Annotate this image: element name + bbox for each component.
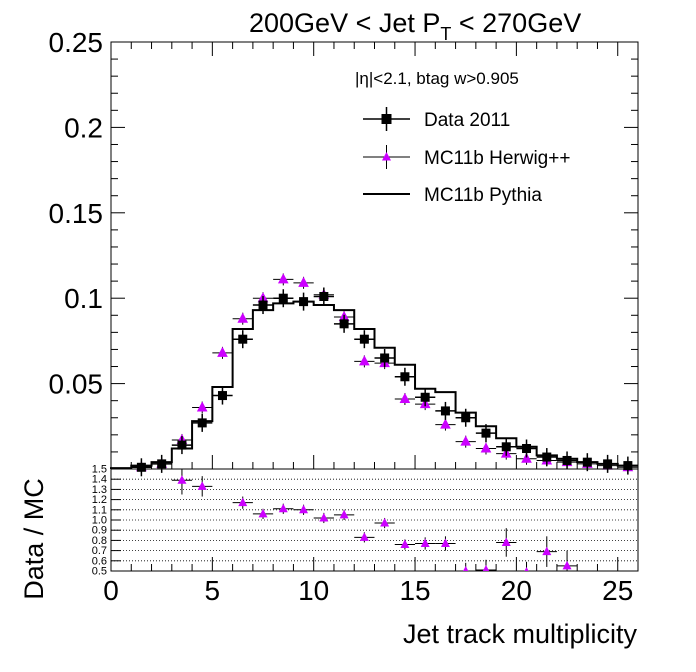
main-plot-frame: [110, 41, 639, 470]
herwig-point: [359, 355, 370, 366]
legend-label-pythia: MC11b Pythia: [424, 185, 542, 206]
ratio-point: [400, 539, 410, 548]
ratio-point: [420, 538, 430, 547]
ratio-y-tick-label: 1.2: [92, 494, 107, 506]
ratio-point: [258, 508, 268, 518]
selection-annotation: |η|<2.1, btag w>0.905: [355, 69, 519, 88]
chart-title-main: 200GeV < Jet P: [249, 8, 440, 38]
ratio-y-tick-label: 1.4: [92, 474, 107, 486]
chart-title-tail: < 270GeV: [451, 8, 581, 38]
herwig-point: [440, 418, 451, 429]
data-point: [461, 413, 471, 423]
x-tick-label: 0: [103, 575, 119, 606]
legend-label-data: Data 2011: [424, 110, 510, 131]
data-point: [400, 372, 410, 382]
legend-data-marker: [381, 114, 392, 124]
herwig-point: [217, 346, 228, 357]
chart-title-subscript: T: [440, 24, 451, 44]
ratio-y-tick-label: 0.5: [92, 566, 107, 578]
x-tick-label: 10: [298, 575, 329, 606]
ratio-y-tick-label: 0.9: [92, 525, 107, 537]
ratio-y-tick-label: 1.3: [92, 484, 107, 496]
data-point: [136, 462, 146, 472]
ratio-point: [197, 481, 207, 490]
data-point: [157, 459, 167, 469]
data-point: [299, 297, 309, 307]
data-point: [238, 334, 248, 344]
herwig-point: [399, 392, 411, 403]
data-point: [522, 444, 532, 454]
herwig-point: [521, 452, 532, 463]
main-plot-panel: 0.05 0.1 0.15 0.2 0.25: [49, 27, 639, 477]
x-tick-label: 20: [501, 575, 532, 606]
x-tick-label: 15: [399, 575, 430, 606]
data-point: [481, 428, 491, 438]
herwig-point: [460, 435, 472, 446]
data-point: [359, 334, 369, 344]
data-point: [380, 353, 390, 363]
main-y-tick-label: 0.15: [49, 198, 104, 229]
ratio-point: [463, 566, 469, 571]
data-point: [562, 455, 572, 465]
ratio-point: [177, 475, 187, 484]
data-point: [319, 291, 329, 301]
ratio-y-tick-label: 1.1: [92, 504, 107, 516]
legend-herwig-marker: [382, 152, 391, 161]
ratio-point: [562, 560, 572, 570]
data-point: [603, 459, 613, 469]
legend: Data 2011 MC11b Herwig++ MC11b Pythia: [363, 107, 570, 206]
ratio-point: [278, 503, 288, 513]
chart-title: 200GeV < Jet PT < 270GeV: [249, 8, 581, 44]
herwig-point: [277, 273, 289, 284]
x-tick-label: 5: [205, 575, 221, 606]
ratio-point: [542, 546, 552, 556]
ratio-point: [359, 532, 369, 541]
main-y-tick-label: 0.1: [64, 283, 103, 314]
legend-label-herwig: MC11b Herwig++: [424, 148, 570, 169]
data-point: [197, 418, 207, 428]
data-point: [501, 442, 511, 452]
ratio-points: [171, 469, 578, 571]
ratio-y-tick-label: 1.5: [92, 464, 107, 476]
data-point: [177, 440, 187, 450]
ratio-y-tick-label: 1.0: [92, 515, 107, 527]
ratio-point: [319, 512, 329, 522]
data-point: [420, 392, 430, 402]
ratio-plot-panel: 0.50.60.70.80.91.01.11.21.31.41.5 0 5 10 15 2…: [92, 464, 639, 606]
ratio-y-axis-label: Data / MC: [19, 478, 49, 600]
data-point: [542, 452, 552, 462]
data-point: [339, 319, 349, 329]
herwig-point: [237, 312, 249, 323]
ratio-point: [440, 538, 450, 547]
data-point: [440, 406, 450, 416]
ratio-point: [501, 537, 511, 546]
herwig-point: [480, 442, 492, 453]
ratio-point: [299, 504, 309, 514]
main-y-tick-label: 0.05: [49, 369, 104, 400]
x-tick-label: 25: [602, 575, 633, 606]
ratio-point: [380, 518, 390, 527]
data-point: [623, 461, 633, 471]
main-y-tick-label: 0.25: [49, 27, 104, 58]
ratio-point: [339, 509, 349, 519]
ratio-point: [238, 497, 248, 507]
pythia-step-line: [110, 300, 638, 470]
data-point: [258, 300, 268, 310]
data-point: [582, 457, 592, 467]
data-point: [217, 391, 227, 401]
titles: 200GeV < Jet PT < 270GeV |η|<2.1, btag w…: [19, 8, 637, 649]
herwig-point: [298, 276, 309, 287]
ratio-y-tick-label: 0.7: [92, 545, 107, 557]
data-point: [278, 293, 288, 303]
ratio-y-tick-label: 0.6: [92, 555, 107, 567]
main-y-tick-label: 0.2: [64, 112, 103, 143]
ratio-point: [524, 567, 529, 571]
ratio-y-tick-label: 0.8: [92, 535, 107, 547]
herwig-point: [196, 401, 208, 412]
x-axis-label: Jet track multiplicity: [403, 619, 638, 649]
ratio-point: [482, 564, 490, 571]
